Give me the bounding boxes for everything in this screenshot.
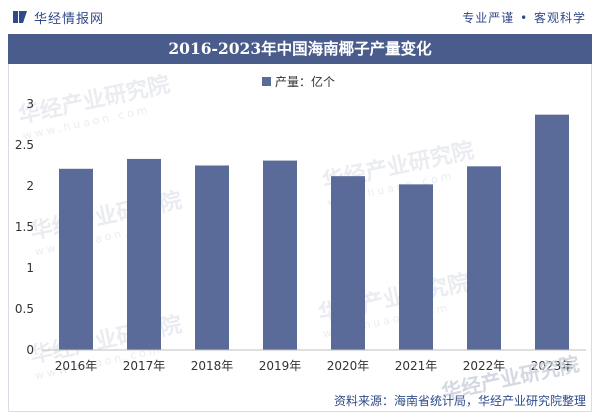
bar [331, 176, 365, 350]
x-tick-label: 2021年 [395, 359, 438, 373]
y-tick-label: 3 [26, 97, 34, 111]
x-tick-label: 2020年 [327, 359, 370, 373]
bar [263, 160, 297, 350]
x-tick-label: 2022年 [463, 359, 506, 373]
y-tick-label: 1 [26, 261, 34, 275]
tagline-left: 专业严谨 [462, 11, 515, 25]
bar [399, 184, 433, 350]
bar [195, 165, 229, 350]
tagline: 专业严谨 • 客观科学 [462, 9, 586, 26]
x-tick-label: 2023年 [531, 359, 574, 373]
bar [467, 166, 501, 350]
source-note: 资料来源：海南省统计局，华经产业研究院整理 [333, 394, 586, 408]
logo-text: 华经情报网 [34, 11, 105, 27]
y-tick-label: 2 [26, 179, 34, 193]
bar [59, 168, 93, 350]
x-tick-label: 2016年 [55, 359, 98, 373]
chart-frame [8, 64, 592, 412]
bar [127, 158, 161, 350]
top-bar: 华经情报网 专业严谨 • 客观科学 [0, 0, 600, 34]
x-tick-label: 2019年 [259, 359, 302, 373]
logo-icon [13, 11, 27, 23]
tagline-separator: • [520, 11, 529, 25]
tagline-right: 客观科学 [533, 11, 586, 25]
x-tick-label: 2018年 [191, 359, 234, 373]
chart-title-bar: 2016-2023年中国海南椰子产量变化 [8, 34, 592, 64]
x-tick-label: 2017年 [123, 359, 166, 373]
chart-title: 2016-2023年中国海南椰子产量变化 [168, 39, 432, 58]
legend-swatch [262, 77, 271, 86]
y-tick-label: 0 [26, 343, 34, 357]
bar [535, 114, 569, 350]
y-tick-label: 0.5 [15, 302, 34, 316]
legend-label: 产量：亿个 [275, 74, 335, 89]
y-tick-label: 2.5 [15, 138, 34, 152]
y-tick-label: 1.5 [15, 220, 34, 234]
brand: 华经情报网 [12, 8, 105, 27]
